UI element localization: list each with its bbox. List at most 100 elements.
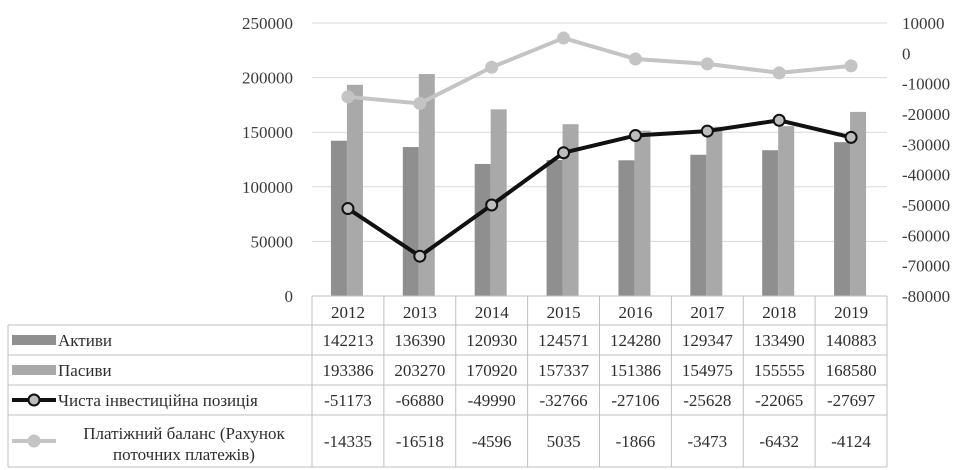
bar-aktyvy: [546, 159, 563, 296]
table-value-cell: 120930: [466, 331, 517, 350]
bar-aktyvy: [402, 147, 419, 296]
x-axis-category-label: 2013: [403, 303, 437, 322]
table-value-cell: 136390: [394, 331, 445, 350]
table-value-cell: -27106: [611, 391, 659, 410]
left-axis-tick-label: 100000: [242, 178, 293, 197]
table-value-cell: 5035: [547, 432, 581, 451]
table-value-cell: 133490: [754, 331, 805, 350]
right-axis-tick-label: -70000: [902, 257, 950, 276]
bar-pasyvy: [634, 130, 651, 296]
table-value-cell: 203270: [394, 361, 445, 380]
table-value-cell: -32766: [539, 391, 587, 410]
x-axis-category-label: 2017: [690, 303, 725, 322]
point-marker: [341, 202, 355, 216]
right-axis-tick-label: -60000: [902, 226, 950, 245]
bar-pasyvy: [850, 111, 867, 296]
point-marker: [844, 130, 858, 144]
table-value-cell: 142213: [322, 331, 373, 350]
bar-aktyvy: [834, 142, 851, 296]
right-axis-tick-label: 10000: [902, 14, 945, 33]
legend-key-bar: [12, 365, 56, 375]
bar-aktyvy: [762, 150, 779, 296]
table-value-cell: -16518: [396, 432, 444, 451]
table-value-cell: 124280: [610, 331, 661, 350]
series-line-net-investment-position: [346, 118, 852, 259]
table-value-cell: 154975: [682, 361, 733, 380]
x-axis-category-label: 2015: [547, 303, 581, 322]
bar-aktyvy: [690, 154, 707, 296]
x-axis-category-label: 2018: [762, 303, 796, 322]
legend-key-bar: [12, 335, 56, 345]
bar-pasyvy: [418, 74, 435, 296]
table-value-cell: -4596: [472, 432, 512, 451]
table-value-cell: 168580: [826, 361, 877, 380]
table-value-cell: -22065: [755, 391, 803, 410]
left-axis-tick-label: 0: [285, 287, 294, 306]
point-marker: [413, 96, 427, 110]
right-axis-tick-label: -50000: [902, 196, 950, 215]
table-value-cell: 155555: [754, 361, 805, 380]
right-axis-tick-label: -10000: [902, 75, 950, 94]
bar-aktyvy: [618, 160, 635, 296]
data-table: 2012 2013 2014 2015 2016 2017 2018 2019 Активи 14…: [7, 295, 888, 468]
lines: [341, 31, 858, 263]
bar-aktyvy: [330, 140, 347, 296]
series-name: поточних платежів): [113, 445, 255, 464]
bar-aktyvy: [474, 163, 491, 296]
table-value-cell: 157337: [538, 361, 590, 380]
gridlines: [312, 22, 887, 242]
left-axis-tick-label: 150000: [242, 123, 293, 142]
table-value-cell: -27697: [827, 391, 876, 410]
point-marker: [557, 146, 571, 160]
x-axis-category-label: 2016: [618, 303, 652, 322]
bars: [330, 74, 867, 297]
table-value-cell: 124571: [538, 331, 589, 350]
series-name: Активи: [58, 331, 112, 350]
x-axis-category-label: 2014: [475, 303, 510, 322]
table-value-cell: -49990: [468, 391, 516, 410]
point-marker: [772, 113, 786, 127]
table-value-cell: -25628: [683, 391, 731, 410]
left-axis-tick-label: 50000: [251, 232, 294, 251]
series-name: Пасиви: [58, 361, 112, 380]
table-value-cell: 193386: [322, 361, 373, 380]
right-axis-tick-label: -80000: [902, 287, 950, 306]
right-axis-tick-label: -20000: [902, 105, 950, 124]
point-marker: [772, 66, 786, 80]
point-marker: [341, 90, 355, 104]
table-value-cell: 170920: [466, 361, 517, 380]
legend-key-marker: [27, 393, 41, 407]
table-value-cell: -14335: [324, 432, 372, 451]
point-marker: [485, 198, 499, 212]
table-value-cell: -4124: [831, 432, 871, 451]
bar-pasyvy: [490, 109, 507, 296]
left-axis-tick-label: 200000: [242, 69, 293, 88]
series-line-balance-of-payments: [347, 36, 852, 106]
point-marker: [485, 60, 499, 74]
point-marker: [700, 124, 714, 138]
bar-pasyvy: [562, 124, 579, 297]
point-marker: [700, 57, 714, 71]
point-marker: [844, 59, 858, 73]
bar-pasyvy: [346, 84, 363, 297]
series-name: Чиста інвестиційна позиція: [58, 391, 258, 410]
table-value-cell: -66880: [396, 391, 444, 410]
table-value-cell: -3473: [687, 432, 727, 451]
bar-pasyvy: [778, 126, 795, 296]
point-marker: [557, 31, 571, 45]
table-value-cell: -1866: [616, 432, 656, 451]
right-axis-tick-label: -30000: [902, 135, 950, 154]
right-axis-tick-label: -40000: [902, 166, 950, 185]
point-marker: [413, 249, 427, 263]
x-axis-category-label: 2019: [834, 303, 868, 322]
table-value-cell: 129347: [682, 331, 734, 350]
table-value-cell: -6432: [759, 432, 799, 451]
axes: 050000100000150000200000250000-80000-700…: [242, 14, 950, 306]
series-name: Платіжний баланс (Рахунок: [83, 424, 285, 443]
legend-key-marker: [27, 434, 41, 448]
x-axis-category-label: 2012: [331, 303, 365, 322]
table-value-cell: 140883: [826, 331, 877, 350]
bar-pasyvy: [706, 126, 723, 296]
table-value-cell: 151386: [610, 361, 661, 380]
